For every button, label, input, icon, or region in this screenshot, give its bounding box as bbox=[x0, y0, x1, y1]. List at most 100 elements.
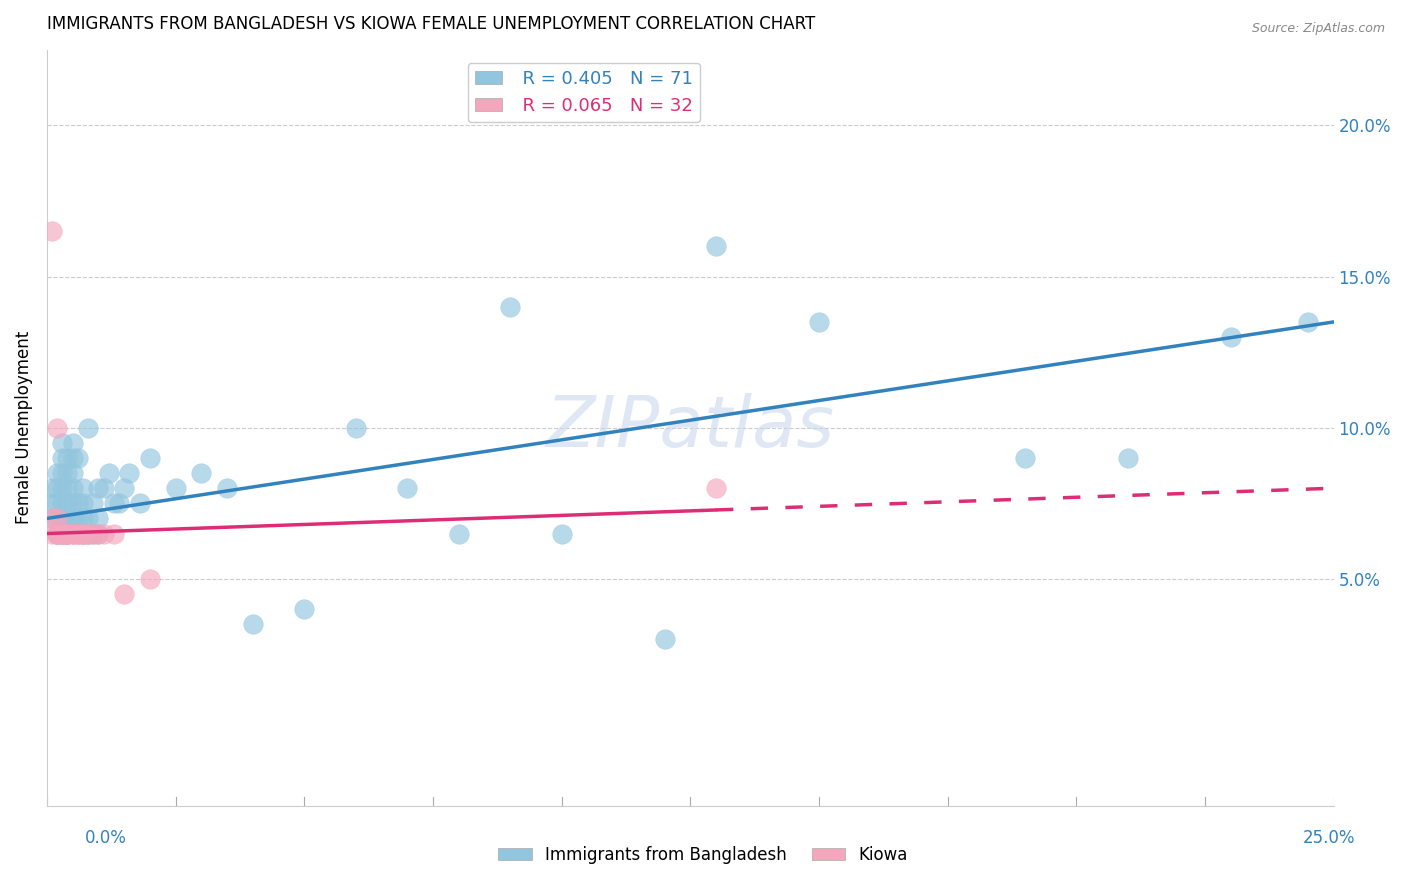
Point bbox=[72, 511, 94, 525]
Point bbox=[41, 496, 63, 510]
Point bbox=[82, 526, 104, 541]
Point bbox=[56, 526, 79, 541]
Point bbox=[112, 587, 135, 601]
Text: ZIPatlas: ZIPatlas bbox=[546, 393, 835, 462]
Point bbox=[1116, 450, 1139, 465]
Point bbox=[396, 481, 419, 495]
Point bbox=[51, 526, 73, 541]
Point bbox=[103, 496, 125, 510]
Point bbox=[344, 421, 367, 435]
Point bbox=[87, 481, 110, 495]
Point bbox=[82, 526, 104, 541]
Point bbox=[550, 526, 572, 541]
Point bbox=[46, 466, 69, 480]
Point bbox=[56, 481, 79, 495]
Point bbox=[704, 239, 727, 253]
Point bbox=[108, 496, 131, 510]
Point bbox=[51, 481, 73, 495]
Point bbox=[46, 526, 69, 541]
Point bbox=[704, 481, 727, 495]
Point bbox=[77, 526, 100, 541]
Text: IMMIGRANTS FROM BANGLADESH VS KIOWA FEMALE UNEMPLOYMENT CORRELATION CHART: IMMIGRANTS FROM BANGLADESH VS KIOWA FEMA… bbox=[46, 15, 815, 33]
Point bbox=[51, 496, 73, 510]
Point bbox=[62, 466, 84, 480]
Point bbox=[56, 511, 79, 525]
Point bbox=[56, 466, 79, 480]
Legend:   R = 0.405   N = 71,   R = 0.065   N = 32: R = 0.405 N = 71, R = 0.065 N = 32 bbox=[468, 62, 700, 122]
Point bbox=[66, 511, 89, 525]
Point bbox=[51, 450, 73, 465]
Point bbox=[62, 481, 84, 495]
Point bbox=[62, 511, 84, 525]
Point bbox=[77, 526, 100, 541]
Point bbox=[66, 450, 89, 465]
Point bbox=[66, 526, 89, 541]
Point bbox=[128, 496, 150, 510]
Point bbox=[56, 496, 79, 510]
Point bbox=[654, 632, 676, 647]
Point bbox=[97, 466, 120, 480]
Point bbox=[51, 526, 73, 541]
Point bbox=[66, 496, 89, 510]
Point bbox=[103, 526, 125, 541]
Point bbox=[51, 466, 73, 480]
Point bbox=[139, 572, 162, 586]
Point bbox=[41, 526, 63, 541]
Point bbox=[46, 526, 69, 541]
Legend: Immigrants from Bangladesh, Kiowa: Immigrants from Bangladesh, Kiowa bbox=[492, 839, 914, 871]
Point bbox=[190, 466, 212, 480]
Point bbox=[77, 526, 100, 541]
Point bbox=[215, 481, 238, 495]
Point bbox=[46, 526, 69, 541]
Point bbox=[72, 526, 94, 541]
Text: Source: ZipAtlas.com: Source: ZipAtlas.com bbox=[1251, 22, 1385, 36]
Point bbox=[41, 511, 63, 525]
Point bbox=[66, 526, 89, 541]
Point bbox=[242, 617, 264, 632]
Point bbox=[41, 511, 63, 525]
Point bbox=[72, 526, 94, 541]
Point bbox=[62, 526, 84, 541]
Text: 0.0%: 0.0% bbox=[84, 829, 127, 847]
Point bbox=[41, 481, 63, 495]
Point bbox=[56, 450, 79, 465]
Point bbox=[87, 526, 110, 541]
Point bbox=[46, 481, 69, 495]
Point bbox=[165, 481, 187, 495]
Point bbox=[51, 526, 73, 541]
Point bbox=[51, 526, 73, 541]
Point bbox=[77, 511, 100, 525]
Point bbox=[139, 450, 162, 465]
Point bbox=[51, 511, 73, 525]
Point bbox=[56, 526, 79, 541]
Point bbox=[72, 526, 94, 541]
Point bbox=[41, 224, 63, 238]
Point bbox=[66, 526, 89, 541]
Point bbox=[46, 526, 69, 541]
Point bbox=[62, 496, 84, 510]
Text: 25.0%: 25.0% bbox=[1302, 829, 1355, 847]
Point bbox=[1296, 315, 1319, 329]
Point bbox=[807, 315, 830, 329]
Point bbox=[46, 511, 69, 525]
Point bbox=[112, 481, 135, 495]
Point bbox=[56, 526, 79, 541]
Point bbox=[1014, 450, 1036, 465]
Point bbox=[72, 496, 94, 510]
Point bbox=[51, 511, 73, 525]
Point bbox=[87, 526, 110, 541]
Point bbox=[62, 526, 84, 541]
Point bbox=[46, 511, 69, 525]
Point bbox=[62, 450, 84, 465]
Point bbox=[72, 526, 94, 541]
Y-axis label: Female Unemployment: Female Unemployment bbox=[15, 331, 32, 524]
Point bbox=[56, 526, 79, 541]
Point bbox=[62, 435, 84, 450]
Point bbox=[51, 526, 73, 541]
Point bbox=[1219, 330, 1241, 344]
Point bbox=[46, 496, 69, 510]
Point bbox=[56, 526, 79, 541]
Point bbox=[93, 481, 115, 495]
Point bbox=[93, 526, 115, 541]
Point bbox=[77, 421, 100, 435]
